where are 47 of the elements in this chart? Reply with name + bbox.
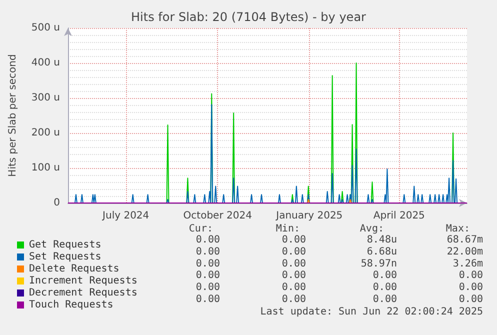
text: 0.00 (458, 270, 483, 282)
text: 0.00 (196, 258, 220, 270)
text: 0.00 (282, 282, 306, 294)
text: 0.00 (282, 246, 306, 258)
text: 0.00 (282, 294, 306, 305)
text: 0.00 (458, 282, 483, 294)
text: 0.00 (196, 246, 220, 258)
y-tick-label: 300 u (31, 92, 60, 104)
y-axis-title: Hits per Slab per second (8, 54, 18, 177)
text: 0.00 (372, 270, 397, 282)
text: 0.00 (372, 282, 397, 294)
x-tick-label: October 2024 (183, 210, 252, 222)
legend-label: Increment Requests (29, 276, 138, 286)
text: Last update: Sun Jun 22 02:00:24 2025 (260, 306, 483, 318)
text: 58.97n (360, 258, 397, 270)
y-tick-label: 0 (54, 198, 60, 208)
y-tick-label: 200 u (31, 128, 60, 138)
chart-title: Hits for Slab: 20 (7104 Bytes) - by year (131, 10, 366, 24)
text: Avg: (360, 224, 384, 234)
text: 0.00 (196, 234, 220, 246)
text: Cur: (188, 224, 213, 234)
text: 6.68u (366, 246, 397, 258)
text: 68.67m (446, 234, 483, 246)
legend-label: Delete Requests (29, 264, 120, 274)
y-tick-label: 500 u (31, 22, 60, 34)
x-tick-label: July 2024 (102, 210, 150, 222)
text: 0.00 (282, 270, 306, 282)
legend-label: Touch Requests (29, 300, 114, 310)
text: 0.00 (282, 258, 306, 270)
text: Max: (446, 224, 470, 234)
text: Min: (276, 224, 300, 234)
y-tick-label: 400 u (31, 58, 60, 68)
legend-label: Decrement Requests (29, 288, 138, 298)
x-tick-label: April 2025 (373, 210, 425, 222)
text: 22.00m (446, 246, 483, 258)
text: 0.00 (196, 282, 220, 294)
text: 3.26m (452, 258, 483, 270)
text: 8.48u (366, 234, 397, 246)
text: 0.00 (196, 294, 220, 305)
text: 0.00 (196, 270, 220, 282)
legend-label: Set Requests (29, 252, 102, 262)
y-tick-label: 100 u (31, 162, 60, 174)
text: 0.00 (458, 294, 483, 305)
legend-label: Get Requests (29, 240, 102, 250)
x-tick-label: January 2025 (275, 210, 343, 222)
text: 0.00 (372, 294, 397, 305)
text: 0.00 (282, 234, 306, 246)
